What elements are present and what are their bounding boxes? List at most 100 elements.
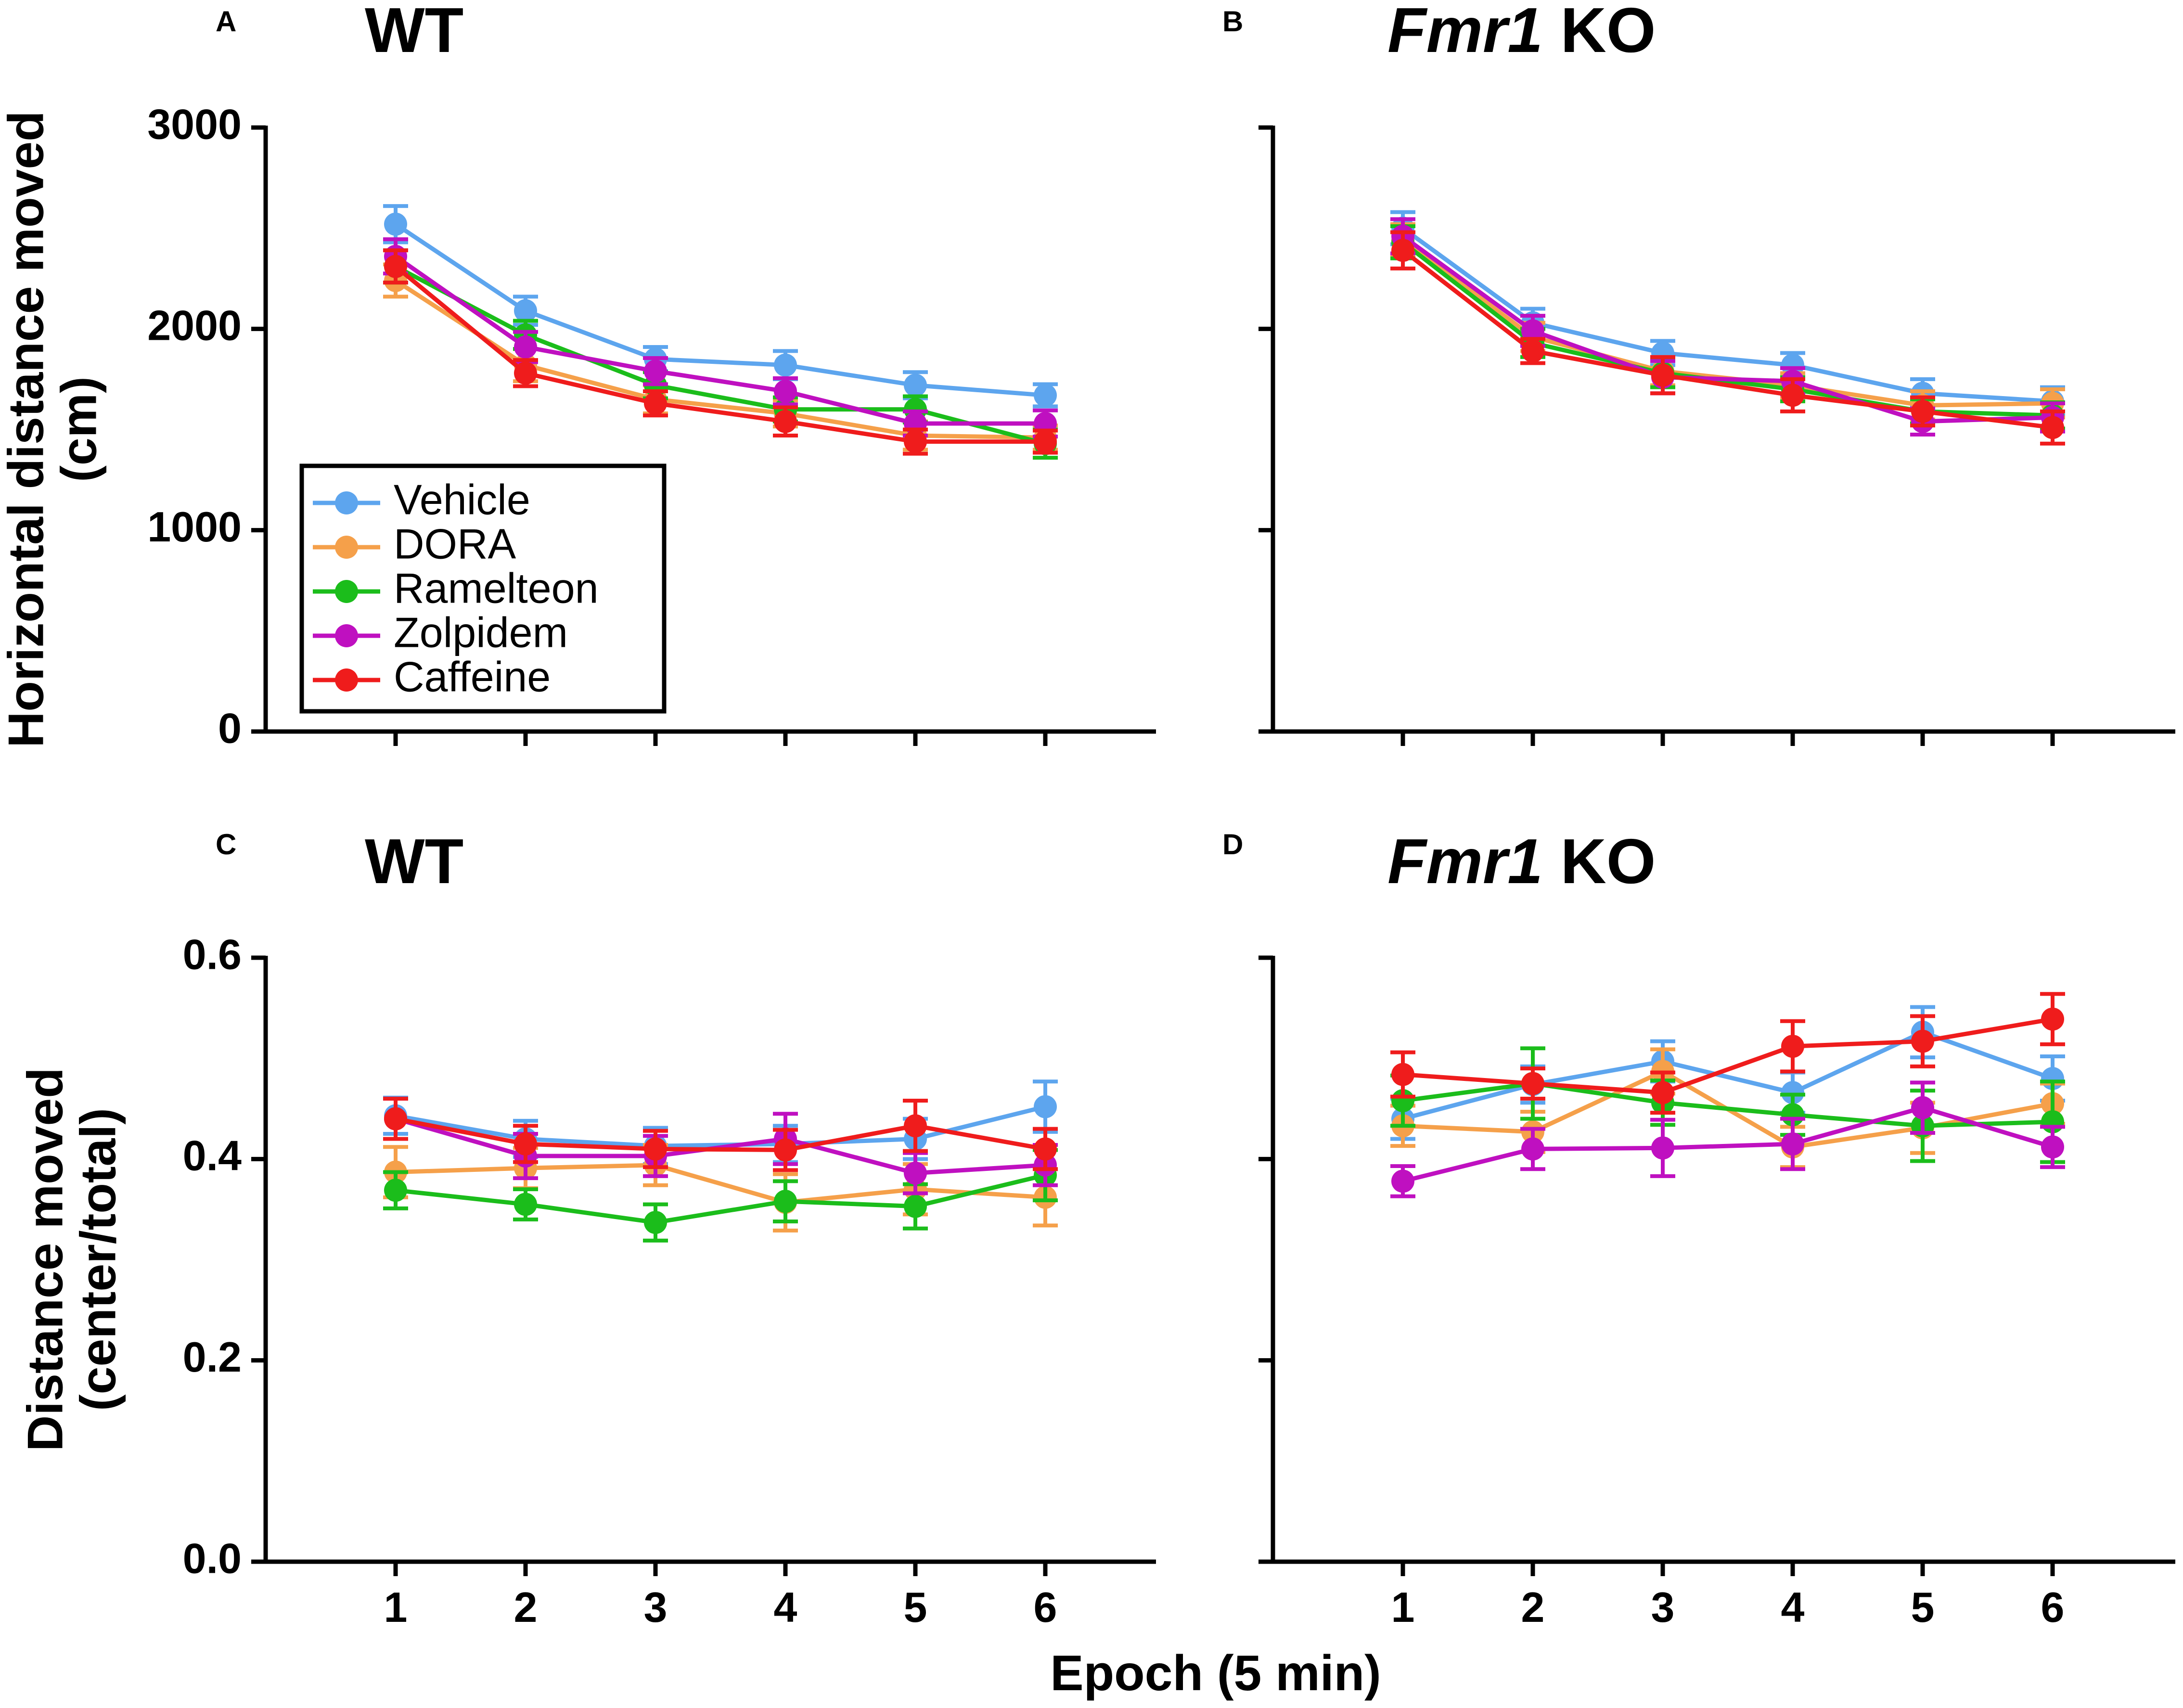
- series-caffeine: [1390, 230, 2065, 446]
- series-line: [394, 255, 1045, 426]
- x-tick-label: 5: [1911, 1583, 1935, 1631]
- series-vehicle: [383, 204, 1058, 409]
- data-point: [1781, 1035, 1804, 1058]
- x-tick-label: 4: [774, 1583, 797, 1631]
- data-point: [774, 380, 797, 403]
- data-point: [1521, 1137, 1544, 1161]
- data-point: [514, 1132, 537, 1156]
- series-caffeine: [1390, 992, 2065, 1115]
- data-point: [1781, 384, 1804, 407]
- panel-title-text: KO: [1560, 826, 1656, 897]
- legend-swatch-marker: [335, 580, 358, 603]
- panel-title-italic: Fmr1: [1387, 0, 1560, 65]
- legend-label: Vehicle: [394, 475, 530, 523]
- data-point: [2041, 1007, 2064, 1031]
- data-point: [1781, 1132, 1804, 1156]
- y-axis-label: (cm): [51, 376, 107, 482]
- data-point: [904, 1161, 927, 1185]
- data-point: [1391, 1169, 1414, 1193]
- data-point: [774, 1190, 797, 1213]
- data-point: [904, 1114, 927, 1138]
- legend-item-vehicle: Vehicle: [313, 475, 530, 523]
- data-point: [2041, 416, 2064, 439]
- data-point: [514, 335, 537, 359]
- x-tick-label: 5: [904, 1583, 927, 1631]
- legend-item-ramelteon: Ramelteon: [313, 564, 599, 612]
- legend-swatch-marker: [335, 624, 358, 647]
- legend-item-zolpidem: Zolpidem: [313, 608, 568, 656]
- series-caffeine: [383, 1096, 1058, 1172]
- data-point: [514, 1193, 537, 1216]
- data-point: [1521, 339, 1544, 363]
- series-dora: [1390, 222, 2065, 422]
- data-point: [1521, 1072, 1544, 1095]
- series-line: [394, 222, 1046, 398]
- data-point: [644, 1211, 667, 1234]
- data-point: [1391, 239, 1414, 262]
- y-tick-label: 0: [218, 704, 242, 752]
- panel-title: Fmr1 KO: [1387, 826, 1656, 897]
- data-point: [384, 255, 407, 278]
- data-point: [2041, 1135, 2064, 1159]
- data-point: [1034, 1137, 1057, 1161]
- data-point: [774, 353, 797, 377]
- data-point: [904, 430, 927, 453]
- legend-label: Caffeine: [394, 653, 551, 700]
- series-dora: [383, 1143, 1058, 1233]
- x-tick-label: 1: [384, 1583, 408, 1631]
- series-line: [395, 1117, 1046, 1153]
- data-point: [904, 1194, 927, 1218]
- y-axis-label: (center/total): [70, 1108, 126, 1411]
- series-line: [1401, 234, 2053, 424]
- y-tick-label: 0.0: [183, 1534, 242, 1582]
- series-line: [395, 1173, 1046, 1225]
- legend-swatch-marker: [335, 668, 358, 692]
- data-point: [384, 1107, 407, 1130]
- x-tick-label: 6: [2041, 1583, 2065, 1631]
- data-point: [1651, 1081, 1674, 1104]
- series-zolpidem: [1390, 1080, 2065, 1198]
- x-tick-label: 6: [1034, 1583, 1057, 1631]
- panel-title-text: WT: [365, 0, 463, 65]
- panel-letter: D: [1222, 828, 1243, 860]
- series-line: [1402, 1017, 2053, 1095]
- chart-panel-a: A WT Horizontal distance moved(cm) 0 1000 200…: [0, 0, 1156, 752]
- data-point: [1911, 399, 1934, 423]
- x-tick-label: 3: [644, 1583, 668, 1631]
- legend-item-dora: DORA: [313, 520, 516, 567]
- series-line: [395, 1104, 1046, 1148]
- data-point: [904, 373, 927, 397]
- x-tick-label: 2: [1521, 1583, 1545, 1631]
- x-axis-title: Epoch (5 min): [1050, 1645, 1381, 1701]
- legend-box: [299, 463, 667, 714]
- panel-title: WT: [365, 826, 463, 897]
- series-line: [1401, 226, 2053, 404]
- data-point: [1391, 1063, 1414, 1086]
- series-line: [1401, 248, 2053, 430]
- y-tick-label: 0.2: [183, 1333, 242, 1381]
- data-point: [1034, 384, 1057, 407]
- data-point: [1911, 1096, 1934, 1119]
- data-point: [644, 392, 667, 415]
- data-point: [644, 360, 667, 383]
- legend-swatch-marker: [335, 491, 358, 514]
- x-tick-label: 3: [1651, 1583, 1675, 1631]
- data-point: [1781, 1081, 1804, 1104]
- panel-title-text: KO: [1560, 0, 1656, 65]
- data-point: [1651, 363, 1674, 387]
- x-tick-label: 2: [514, 1583, 538, 1631]
- legend-label: DORA: [394, 520, 516, 567]
- data-point: [514, 299, 537, 322]
- series-line: [1402, 1081, 2053, 1128]
- series-line: [1402, 1030, 2054, 1121]
- series-vehicle: [383, 1079, 1058, 1166]
- panel-title-italic: Fmr1: [1387, 826, 1560, 897]
- y-axis-label: Distance moved: [17, 1067, 73, 1451]
- legend-label: Zolpidem: [394, 608, 568, 656]
- data-point: [1781, 353, 1804, 377]
- series-line: [394, 264, 1046, 446]
- series-line: [394, 279, 1046, 440]
- legend-swatch-marker: [335, 536, 358, 559]
- y-tick-label: 0.6: [183, 930, 242, 978]
